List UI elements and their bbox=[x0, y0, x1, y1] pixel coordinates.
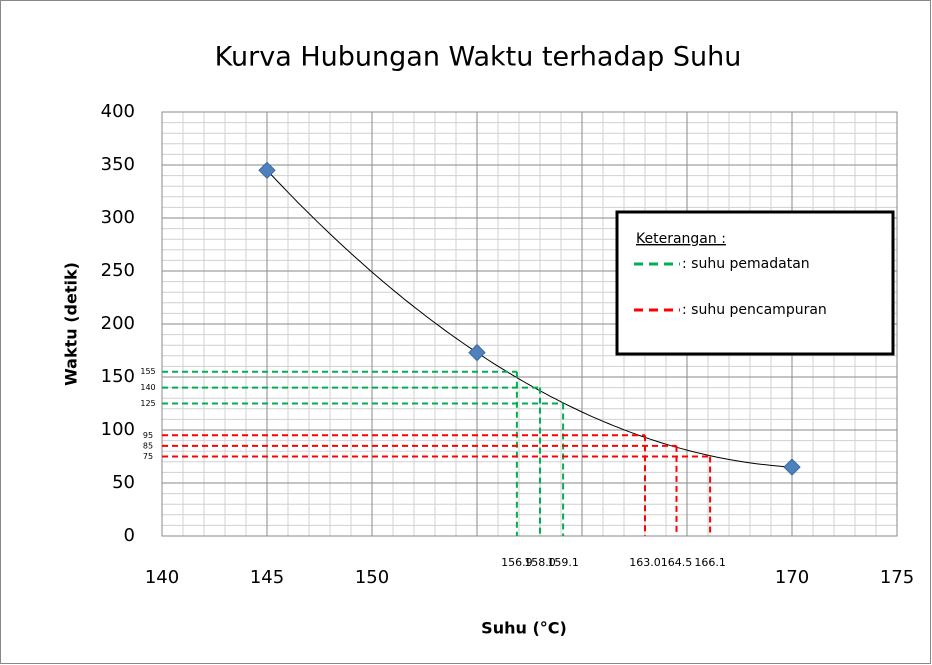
y-tick-label: 50 bbox=[112, 472, 135, 493]
legend-label: : suhu pencampuran bbox=[682, 302, 827, 318]
guide-x-label: 164.5 bbox=[661, 556, 693, 569]
y-tick-label: 0 bbox=[124, 525, 135, 546]
guide-x-label: 156.9 bbox=[501, 556, 533, 569]
x-axis-label: Suhu (°C) bbox=[481, 619, 567, 638]
y-tick-label: 200 bbox=[101, 313, 135, 334]
guide-x-label: 159.1 bbox=[547, 556, 579, 569]
y-tick-label: 350 bbox=[101, 154, 135, 175]
plot-border bbox=[161, 111, 898, 537]
x-tick-label: 150 bbox=[355, 567, 389, 588]
legend-title: Keterangan : bbox=[636, 231, 726, 247]
y-tick-label: 250 bbox=[101, 260, 135, 281]
guide-y-label: 85 bbox=[143, 441, 153, 450]
guide-y-label: 95 bbox=[143, 431, 153, 440]
legend-label: : suhu pemadatan bbox=[682, 256, 810, 272]
x-tick-label: 175 bbox=[880, 567, 914, 588]
data-point bbox=[258, 161, 276, 180]
y-tick-label: 400 bbox=[101, 101, 135, 122]
y-axis-label: Waktu (detik) bbox=[62, 262, 81, 386]
y-tick-label: 300 bbox=[101, 207, 135, 228]
guide-x-label: 158.0 bbox=[524, 556, 556, 569]
data-point bbox=[783, 458, 801, 476]
trend-curve bbox=[266, 169, 793, 468]
chart-title: Kurva Hubungan Waktu terhadap Suhu bbox=[215, 42, 742, 73]
guide-y-label: 140 bbox=[140, 383, 155, 392]
guide-y-label: 155 bbox=[140, 367, 155, 376]
legend-box bbox=[615, 210, 895, 356]
x-tick-label: 145 bbox=[250, 567, 284, 588]
guide-y-label: 125 bbox=[140, 399, 155, 408]
y-tick-label: 150 bbox=[101, 366, 135, 387]
x-tick-label: 170 bbox=[775, 567, 809, 588]
guide-x-label: 163.0 bbox=[629, 556, 661, 569]
guide-y-label: 75 bbox=[143, 452, 153, 461]
guide-x-label: 166.1 bbox=[694, 556, 726, 569]
data-point bbox=[468, 343, 486, 362]
x-tick-label: 140 bbox=[145, 567, 179, 588]
y-tick-label: 100 bbox=[101, 419, 135, 440]
